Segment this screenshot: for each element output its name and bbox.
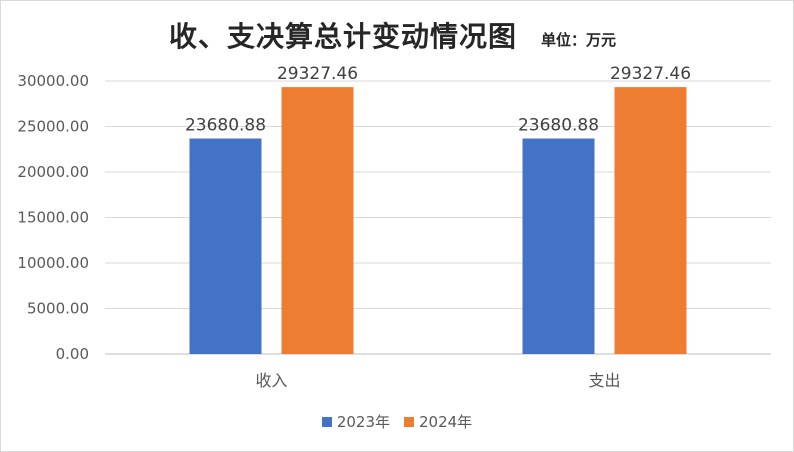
y-tick-label: 15000.00 — [17, 209, 89, 227]
data-label: 23680.88 — [185, 116, 266, 136]
legend-swatch-2023 — [321, 416, 332, 427]
legend-item-2024: 2024年 — [404, 411, 472, 432]
legend-swatch-2024 — [404, 416, 414, 427]
y-tick-label: 10000.00 — [17, 254, 89, 272]
bar — [614, 87, 687, 354]
y-tick-label: 20000.00 — [17, 163, 89, 181]
legend-item-2023: 2023年 — [321, 411, 390, 432]
unit-label: 单位：万元 — [541, 31, 617, 49]
bar — [189, 138, 262, 354]
y-tick-label: 5000.00 — [27, 300, 89, 318]
data-label: 29327.46 — [610, 64, 691, 84]
x-category-label: 支出 — [588, 371, 620, 390]
y-tick-label: 25000.00 — [17, 118, 89, 136]
y-tick-label: 0.00 — [56, 345, 89, 363]
bar — [281, 87, 354, 354]
legend-label-2023: 2023年 — [336, 413, 390, 431]
data-label: 23680.88 — [518, 116, 599, 136]
chart-title: 收、支决算总计变动情况图 — [169, 20, 518, 53]
bar — [522, 138, 595, 354]
x-category-label: 收入 — [255, 371, 287, 390]
legend-label-2024: 2024年 — [419, 413, 473, 431]
y-tick-label: 30000.00 — [17, 72, 89, 90]
data-label: 29327.46 — [277, 64, 358, 84]
plot-area: 0.00 5000.00 10000.00 15000.00 20000.00 25000… — [17, 64, 771, 390]
legend: 2023年 2024年 — [1, 411, 793, 432]
